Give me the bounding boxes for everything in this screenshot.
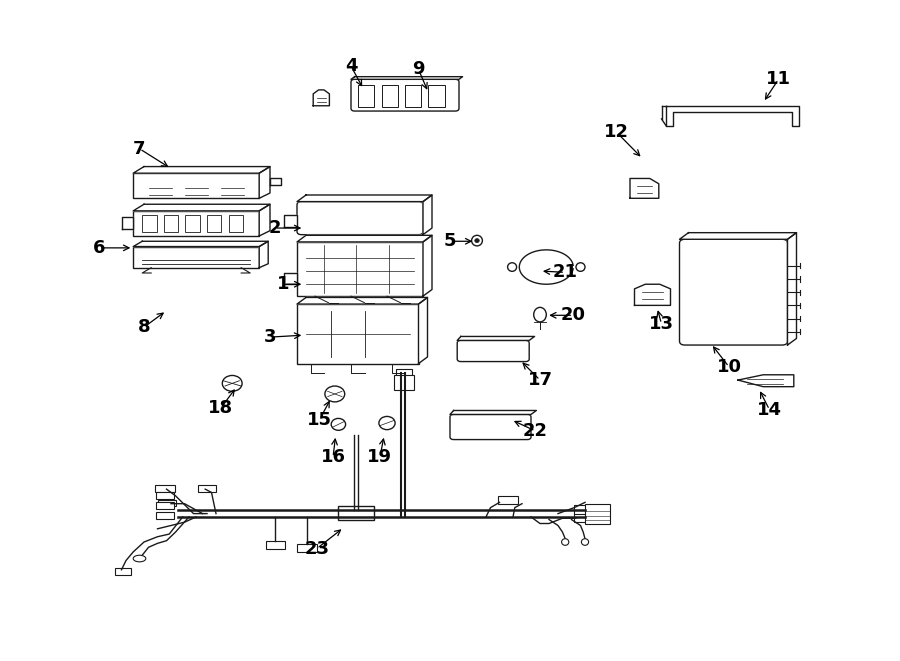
- Text: 15: 15: [307, 410, 332, 429]
- Polygon shape: [270, 178, 281, 185]
- Bar: [394, 375, 414, 390]
- Polygon shape: [259, 204, 270, 236]
- Bar: [229, 215, 243, 232]
- Bar: [133, 211, 259, 236]
- Polygon shape: [284, 215, 297, 227]
- Text: 21: 21: [553, 263, 578, 282]
- Ellipse shape: [133, 555, 146, 562]
- Text: 9: 9: [412, 60, 425, 79]
- Polygon shape: [122, 217, 133, 229]
- Bar: [156, 512, 174, 519]
- Polygon shape: [630, 178, 659, 198]
- Bar: [396, 369, 412, 377]
- Polygon shape: [788, 233, 796, 345]
- Bar: [585, 504, 610, 524]
- FancyBboxPatch shape: [351, 79, 459, 111]
- Text: 8: 8: [138, 318, 150, 336]
- Ellipse shape: [508, 263, 517, 271]
- Bar: [158, 500, 176, 506]
- Text: 20: 20: [561, 306, 586, 325]
- Polygon shape: [133, 241, 268, 247]
- Polygon shape: [297, 297, 428, 304]
- Text: 6: 6: [93, 239, 105, 257]
- Bar: [164, 215, 178, 232]
- Polygon shape: [423, 235, 432, 296]
- Text: 14: 14: [757, 401, 782, 419]
- Polygon shape: [297, 195, 432, 202]
- Text: 22: 22: [523, 422, 548, 440]
- Bar: [338, 506, 374, 520]
- Text: 1: 1: [277, 275, 290, 293]
- Polygon shape: [133, 167, 270, 173]
- Bar: [428, 85, 445, 107]
- Bar: [142, 215, 157, 232]
- FancyBboxPatch shape: [450, 414, 531, 440]
- Polygon shape: [634, 284, 670, 305]
- Polygon shape: [351, 77, 463, 79]
- FancyBboxPatch shape: [457, 340, 529, 362]
- Polygon shape: [450, 410, 536, 414]
- Text: 13: 13: [649, 315, 674, 333]
- Text: 23: 23: [304, 539, 329, 558]
- Text: 3: 3: [264, 328, 276, 346]
- Bar: [574, 505, 597, 514]
- Bar: [185, 215, 200, 232]
- Bar: [382, 85, 398, 107]
- Text: 4: 4: [345, 57, 357, 75]
- Bar: [115, 568, 131, 575]
- Bar: [297, 304, 418, 364]
- FancyBboxPatch shape: [680, 239, 788, 345]
- Ellipse shape: [534, 307, 546, 322]
- Ellipse shape: [581, 539, 589, 545]
- Ellipse shape: [325, 386, 345, 402]
- Polygon shape: [259, 241, 268, 268]
- Bar: [156, 492, 174, 499]
- Bar: [405, 85, 421, 107]
- Text: 17: 17: [527, 371, 553, 389]
- Text: 12: 12: [604, 123, 629, 141]
- Bar: [133, 173, 259, 198]
- FancyBboxPatch shape: [297, 202, 423, 235]
- Polygon shape: [284, 273, 297, 284]
- Polygon shape: [680, 233, 796, 239]
- Bar: [498, 496, 518, 504]
- Ellipse shape: [379, 416, 395, 430]
- Bar: [133, 247, 259, 268]
- Text: 5: 5: [444, 232, 456, 251]
- Polygon shape: [133, 204, 270, 211]
- Bar: [156, 502, 174, 509]
- Bar: [574, 513, 597, 522]
- Polygon shape: [418, 297, 427, 364]
- Bar: [266, 541, 285, 549]
- Bar: [198, 485, 216, 492]
- Polygon shape: [259, 167, 270, 198]
- Bar: [297, 544, 317, 552]
- Polygon shape: [423, 195, 432, 235]
- Text: 11: 11: [766, 70, 791, 89]
- Ellipse shape: [562, 539, 569, 545]
- Text: 19: 19: [367, 448, 392, 467]
- Text: 7: 7: [133, 139, 146, 158]
- Bar: [358, 85, 374, 107]
- Ellipse shape: [331, 418, 346, 430]
- Ellipse shape: [472, 235, 482, 246]
- Polygon shape: [297, 235, 432, 242]
- Text: 10: 10: [716, 358, 742, 376]
- Text: 18: 18: [208, 399, 233, 418]
- Text: 2: 2: [268, 219, 281, 237]
- Polygon shape: [738, 375, 794, 387]
- Bar: [297, 242, 423, 296]
- Ellipse shape: [576, 263, 585, 271]
- Ellipse shape: [475, 239, 479, 243]
- Ellipse shape: [222, 375, 242, 391]
- Polygon shape: [457, 336, 535, 340]
- Bar: [207, 215, 221, 232]
- Polygon shape: [313, 90, 329, 106]
- Bar: [155, 485, 175, 492]
- Text: 16: 16: [320, 448, 346, 467]
